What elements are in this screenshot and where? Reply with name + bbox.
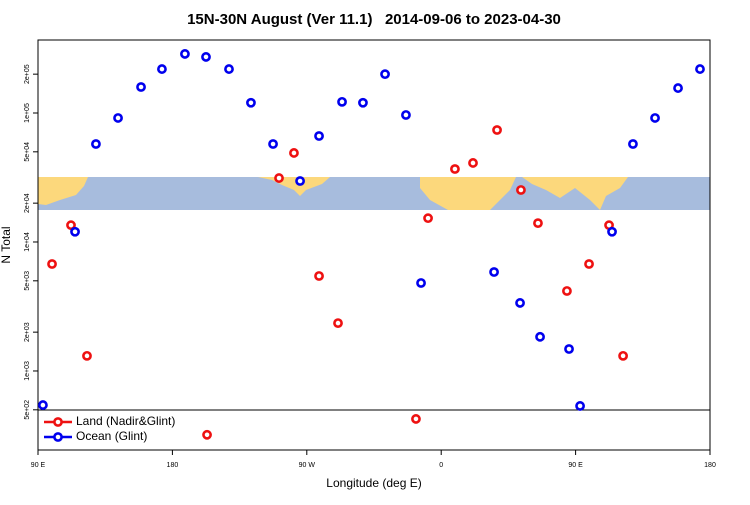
x-tick-label: 180 — [704, 462, 716, 469]
chart-title: 15N-30N August (Ver 11.1) 2014-09-06 to … — [187, 11, 561, 28]
point — [618, 350, 628, 361]
point — [274, 173, 284, 183]
point — [70, 226, 80, 237]
point — [401, 110, 411, 120]
point — [607, 226, 617, 237]
point — [314, 271, 324, 281]
point — [516, 185, 526, 195]
point — [358, 97, 368, 108]
point — [202, 429, 212, 440]
legend-marker — [53, 432, 63, 442]
y-tick-label: 2e+03 — [24, 322, 31, 342]
point — [380, 69, 390, 80]
x-tick-label: 90 E — [568, 462, 583, 469]
point — [38, 400, 48, 410]
y-tick-label: 5e+02 — [24, 400, 31, 420]
point — [584, 259, 594, 269]
y-tick-label: 1e+04 — [24, 232, 31, 252]
point — [492, 125, 502, 135]
x-tick-label: 90 W — [299, 462, 316, 469]
point — [416, 278, 426, 288]
point — [157, 64, 167, 74]
x-axis-label: Longitude (deg E) — [326, 476, 421, 490]
x-tick-label: 90 E — [31, 462, 46, 469]
point — [333, 318, 343, 329]
point — [628, 139, 638, 149]
point — [295, 176, 305, 186]
point — [564, 344, 574, 354]
point — [136, 82, 146, 92]
legend-label: Ocean (Glint) — [76, 429, 147, 443]
point — [411, 414, 421, 424]
point — [575, 401, 585, 411]
legend-label: Land (Nadir&Glint) — [76, 414, 175, 428]
plot-frame — [37, 39, 711, 451]
point — [224, 64, 234, 74]
y-axis-label: N Total — [0, 226, 13, 263]
point — [535, 331, 545, 342]
point — [91, 139, 101, 149]
point — [695, 64, 705, 74]
point — [201, 52, 211, 62]
x-tick-label: 180 — [167, 462, 179, 469]
point — [468, 158, 478, 168]
point — [533, 218, 543, 229]
point — [562, 286, 572, 296]
point — [489, 267, 499, 277]
point — [268, 139, 278, 149]
y-tick-label: 5e+03 — [24, 271, 31, 291]
point — [246, 97, 256, 108]
world-map-strip — [38, 177, 710, 210]
point — [113, 113, 123, 123]
point — [314, 131, 324, 141]
point — [180, 49, 190, 59]
y-tick-label: 1e+03 — [24, 361, 31, 381]
y-tick-label: 5e+04 — [24, 142, 31, 162]
point — [337, 96, 347, 107]
point — [673, 83, 683, 93]
x-tick-label: 0 — [439, 462, 443, 469]
point — [82, 350, 92, 361]
point — [289, 148, 299, 158]
point — [66, 220, 76, 231]
point — [515, 298, 525, 308]
point — [47, 259, 57, 269]
point — [650, 113, 660, 123]
y-tick-label: 2e+05 — [24, 64, 31, 84]
y-tick-label: 2e+04 — [24, 193, 31, 213]
y-tick-label: 1e+05 — [24, 103, 31, 123]
point — [450, 164, 460, 174]
legend-marker — [53, 417, 63, 427]
point — [423, 213, 433, 224]
